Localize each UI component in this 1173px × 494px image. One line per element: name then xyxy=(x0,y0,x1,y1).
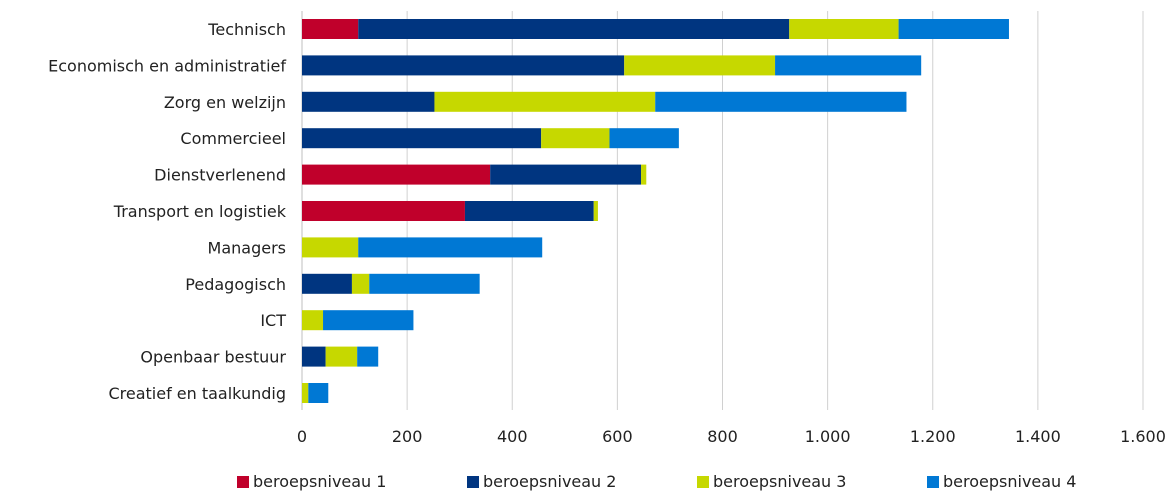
bar-segment-4 xyxy=(369,273,480,294)
x-tick-label: 1.400 xyxy=(1015,427,1061,446)
bars xyxy=(302,19,1009,403)
bar-segment-4 xyxy=(358,237,543,258)
bar-segment-1 xyxy=(302,164,491,185)
bar-segment-2 xyxy=(464,201,594,221)
x-tick-label: 400 xyxy=(497,427,528,446)
category-label: ICT xyxy=(260,311,286,330)
legend-swatch xyxy=(237,476,249,488)
category-label: Openbaar bestuur xyxy=(140,348,286,367)
category-label: Economisch en administratief xyxy=(48,56,286,75)
bar-segment-4 xyxy=(323,310,414,331)
bar-segment-4 xyxy=(655,91,907,112)
bar-segment-4 xyxy=(609,128,679,149)
x-axis-ticks: 0 200 400 600 800 1.000 1.200 1.400 1.600 xyxy=(297,427,1166,446)
bar-segment-4 xyxy=(775,55,922,76)
x-tick-label: 200 xyxy=(392,427,423,446)
bar-segment-2 xyxy=(490,164,642,185)
x-tick-label: 1.200 xyxy=(910,427,956,446)
legend: beroepsniveau 1 beroepsniveau 2 beroepsniv… xyxy=(237,472,1076,491)
x-tick-label: 600 xyxy=(602,427,633,446)
category-label: Managers xyxy=(208,238,286,257)
bar-segment-3 xyxy=(302,383,309,403)
legend-label: beroepsniveau 3 xyxy=(713,472,846,491)
bar-segment-4 xyxy=(308,383,329,403)
bar-segment-3 xyxy=(641,164,647,185)
category-label: Pedagogisch xyxy=(185,275,286,294)
bar-segment-2 xyxy=(302,55,625,76)
bar-segment-3 xyxy=(351,273,370,294)
bar-segment-3 xyxy=(325,346,358,367)
legend-swatch xyxy=(697,476,709,488)
bar-segment-2 xyxy=(302,128,542,149)
x-tick-label: 1.600 xyxy=(1120,427,1166,446)
bar-segment-3 xyxy=(302,237,359,258)
bar-segment-4 xyxy=(357,346,379,367)
category-label: Zorg en welzijn xyxy=(164,93,286,112)
bar-segment-4 xyxy=(898,19,1009,39)
legend-label: beroepsniveau 1 xyxy=(253,472,386,491)
category-label: Transport en logistiek xyxy=(113,202,287,221)
category-label: Creatief en taalkundig xyxy=(108,384,286,403)
bar-segment-3 xyxy=(541,128,610,149)
category-label: Commercieel xyxy=(180,129,286,148)
bar-segment-2 xyxy=(302,91,435,112)
legend-label: beroepsniveau 2 xyxy=(483,472,616,491)
x-tick-label: 0 xyxy=(297,427,307,446)
legend-swatch xyxy=(467,476,479,488)
bar-segment-3 xyxy=(789,19,899,39)
bar-segment-3 xyxy=(434,91,656,112)
legend-swatch xyxy=(927,476,939,488)
category-labels: Technisch Economisch en administratief Zor… xyxy=(48,20,287,403)
bar-segment-1 xyxy=(302,19,359,39)
x-tick-label: 800 xyxy=(707,427,738,446)
category-label: Dienstverlenend xyxy=(154,166,286,185)
bar-segment-2 xyxy=(358,19,790,39)
legend-label: beroepsniveau 4 xyxy=(943,472,1076,491)
category-label: Technisch xyxy=(207,20,286,39)
bar-segment-1 xyxy=(302,201,465,221)
bar-segment-2 xyxy=(302,346,326,367)
bar-segment-3 xyxy=(302,310,324,331)
bar-segment-2 xyxy=(302,273,352,294)
bar-segment-3 xyxy=(624,55,776,76)
x-tick-label: 1.000 xyxy=(805,427,851,446)
bar-segment-3 xyxy=(593,201,598,221)
